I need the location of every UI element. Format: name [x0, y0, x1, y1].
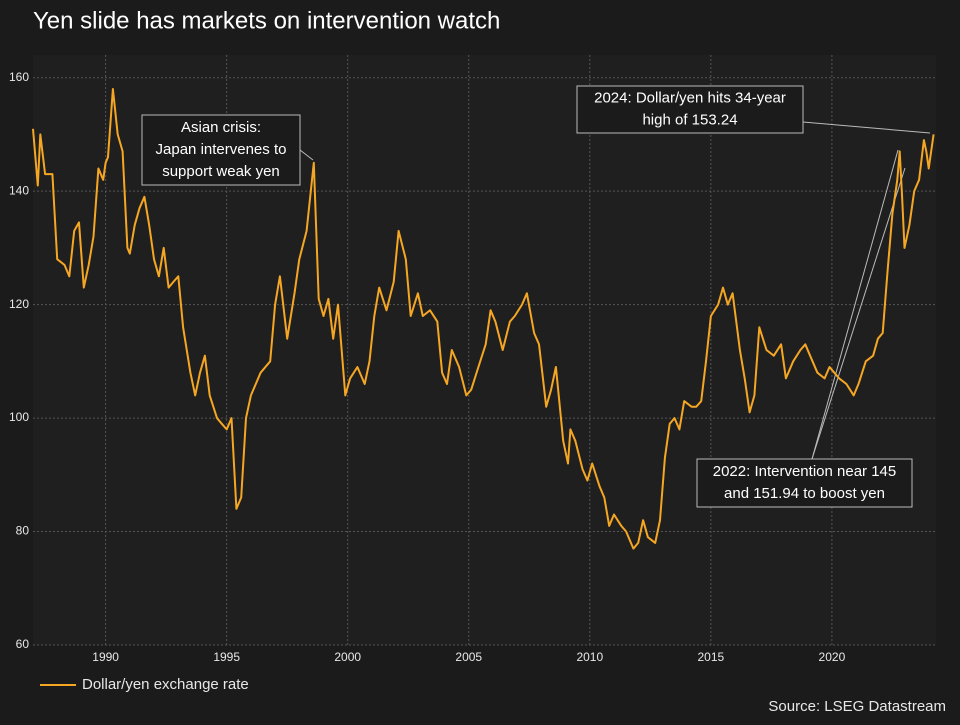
- x-tick-label: 2000: [334, 650, 361, 664]
- annotation-box: [576, 85, 804, 134]
- annotation-text: Asian crisis:: [181, 119, 261, 136]
- leader-line: [802, 121, 931, 134]
- x-tick-label: 1990: [92, 650, 119, 664]
- y-tick-label: 160: [9, 70, 29, 84]
- y-tick-label: 140: [9, 183, 29, 197]
- x-tick-label: 2005: [455, 650, 482, 664]
- annotation-text: and 151.94 to boost yen: [724, 485, 885, 502]
- chart-title: Yen slide has markets on intervention wa…: [33, 7, 500, 34]
- leader-line: [811, 167, 906, 460]
- x-tick-label: 2020: [819, 650, 846, 664]
- y-tick-label: 80: [16, 524, 30, 538]
- y-tick-label: 120: [9, 297, 29, 311]
- annotation-box: [141, 114, 301, 186]
- legend-label: Dollar/yen exchange rate: [82, 676, 249, 693]
- annotation-text: support weak yen: [162, 163, 280, 180]
- leader-line: [811, 149, 899, 460]
- y-tick-label: 100: [9, 410, 29, 424]
- source: Source: LSEG Datastream: [768, 698, 946, 715]
- x-tick-label: 2010: [576, 650, 603, 664]
- annotation-text: 2024: Dollar/yen hits 34-year: [594, 89, 786, 106]
- annotation-box: [696, 458, 913, 508]
- series-line: [32, 88, 935, 550]
- leader-line: [299, 149, 314, 161]
- annotation-text: high of 153.24: [642, 111, 737, 128]
- y-tick-label: 60: [16, 637, 30, 651]
- annotation-text: 2022: Intervention near 145: [713, 463, 896, 480]
- x-tick-label: 2015: [698, 650, 725, 664]
- x-tick-label: 1995: [213, 650, 240, 664]
- annotation-text: Japan intervenes to: [156, 141, 287, 158]
